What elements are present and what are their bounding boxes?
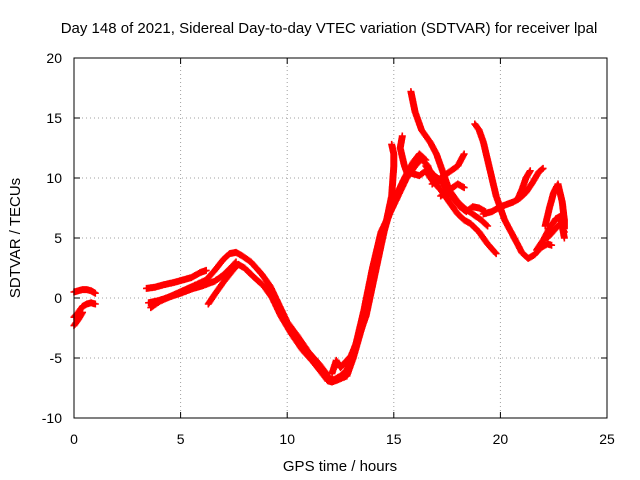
series-track-4 — [143, 266, 210, 292]
grid-lines — [74, 58, 607, 418]
series-track-8 — [328, 140, 398, 378]
point-markers — [543, 220, 568, 242]
x-axis-label: GPS time / hours — [283, 458, 397, 475]
x-tick-label: 0 — [70, 431, 78, 447]
point-markers — [514, 167, 534, 204]
point-markers — [541, 180, 568, 232]
y-axis-label: SDTVAR / TECUs — [7, 178, 24, 298]
y-tick-label: 15 — [46, 110, 62, 126]
y-tick-label: 10 — [46, 170, 62, 186]
series-track-12 — [428, 150, 468, 188]
point-markers — [328, 140, 398, 378]
y-tick-label: -5 — [50, 350, 63, 366]
point-markers — [143, 266, 210, 292]
series-track-13 — [437, 180, 468, 200]
x-tick-label: 15 — [386, 431, 402, 447]
series-track-16 — [514, 167, 534, 204]
point-markers — [437, 180, 468, 200]
series-track-18 — [541, 180, 568, 232]
point-markers — [428, 150, 468, 188]
y-tick-label: 20 — [46, 50, 62, 66]
axis-ticks: 0 5 10 15 20 25 -10 -5 0 5 10 15 20 — [42, 50, 615, 447]
chart-title: Day 148 of 2021, Sidereal Day-to-day VTE… — [61, 20, 598, 37]
x-tick-label: 20 — [493, 431, 509, 447]
x-tick-label: 10 — [279, 431, 295, 447]
x-tick-label: 25 — [599, 431, 615, 447]
series-track-1 — [70, 299, 99, 321]
point-markers — [70, 299, 99, 321]
point-markers — [70, 286, 99, 297]
data-points — [70, 88, 568, 386]
series-track-19 — [543, 220, 568, 242]
y-tick-label: 5 — [54, 230, 62, 246]
x-tick-label: 5 — [177, 431, 185, 447]
y-tick-label: 0 — [54, 290, 62, 306]
series-track-2 — [70, 286, 99, 297]
y-tick-label: -10 — [42, 410, 62, 426]
